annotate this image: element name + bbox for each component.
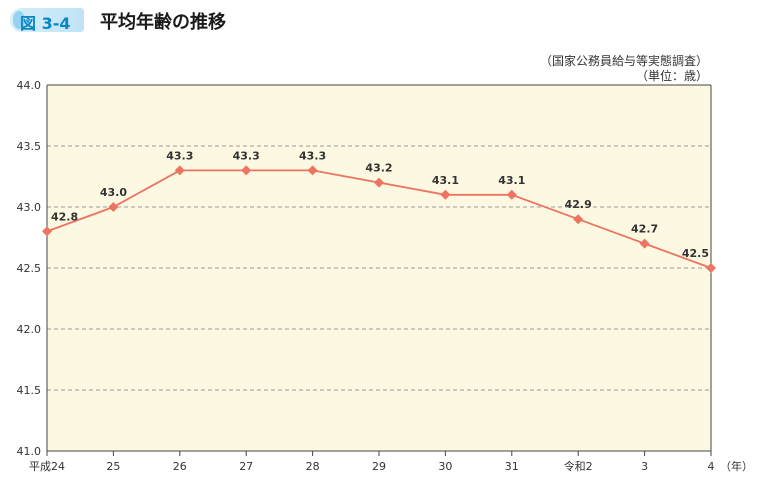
- x-tick-label: 29: [372, 460, 386, 473]
- x-axis-unit-label: （年）: [720, 459, 753, 473]
- x-tick-label: 26: [173, 460, 187, 473]
- data-label: 43.3: [299, 149, 326, 162]
- data-point-marker: [307, 165, 318, 176]
- y-tick-label: 42.5: [17, 262, 42, 275]
- x-tick-label: 31: [505, 460, 519, 473]
- x-tick-label: 25: [106, 460, 120, 473]
- data-point-marker: [506, 189, 517, 200]
- y-tick-label: 41.5: [17, 384, 42, 397]
- data-label: 43.3: [166, 149, 193, 162]
- y-tick-label: 43.0: [17, 201, 42, 214]
- data-point-marker: [639, 238, 650, 249]
- chart-title: 平均年齢の推移: [100, 12, 226, 33]
- y-tick-label: 42.0: [17, 323, 42, 336]
- y-tick-label: 41.0: [17, 445, 42, 458]
- data-point-marker: [573, 214, 584, 225]
- x-tick-label: 令和2: [564, 459, 593, 473]
- source-note: （国家公務員給与等実態調査）: [539, 54, 708, 68]
- x-tick-label: 28: [306, 460, 320, 473]
- unit-note: （単位：歳）: [635, 69, 708, 83]
- badge-swoosh-icon: [13, 11, 25, 29]
- data-point-marker: [42, 226, 52, 237]
- data-label: 42.8: [51, 210, 78, 223]
- data-point-marker: [241, 165, 252, 176]
- data-label: 43.3: [233, 149, 260, 162]
- figure-label: 図 3-4: [20, 14, 71, 33]
- data-label: 43.1: [498, 174, 525, 187]
- figure-badge: [10, 8, 84, 32]
- data-label: 42.5: [682, 247, 709, 260]
- data-point-marker: [174, 165, 185, 176]
- x-tick-label: 3: [641, 460, 648, 473]
- data-point-marker: [374, 177, 384, 188]
- data-label: 43.2: [365, 162, 392, 175]
- data-point-marker: [440, 189, 451, 200]
- data-point-marker: [706, 263, 716, 273]
- y-tick-label: 44.0: [17, 79, 42, 92]
- x-tick-label: 30: [438, 460, 452, 473]
- x-tick-label: 平成24: [29, 460, 65, 473]
- y-tick-label: 43.5: [17, 140, 42, 153]
- x-tick-label: 4: [708, 460, 715, 473]
- data-label: 43.0: [100, 186, 127, 199]
- data-label: 43.1: [432, 174, 459, 187]
- x-tick-label: 27: [239, 460, 253, 473]
- data-point-marker: [108, 202, 119, 212]
- data-label: 42.9: [565, 198, 592, 211]
- data-label: 42.7: [631, 223, 658, 236]
